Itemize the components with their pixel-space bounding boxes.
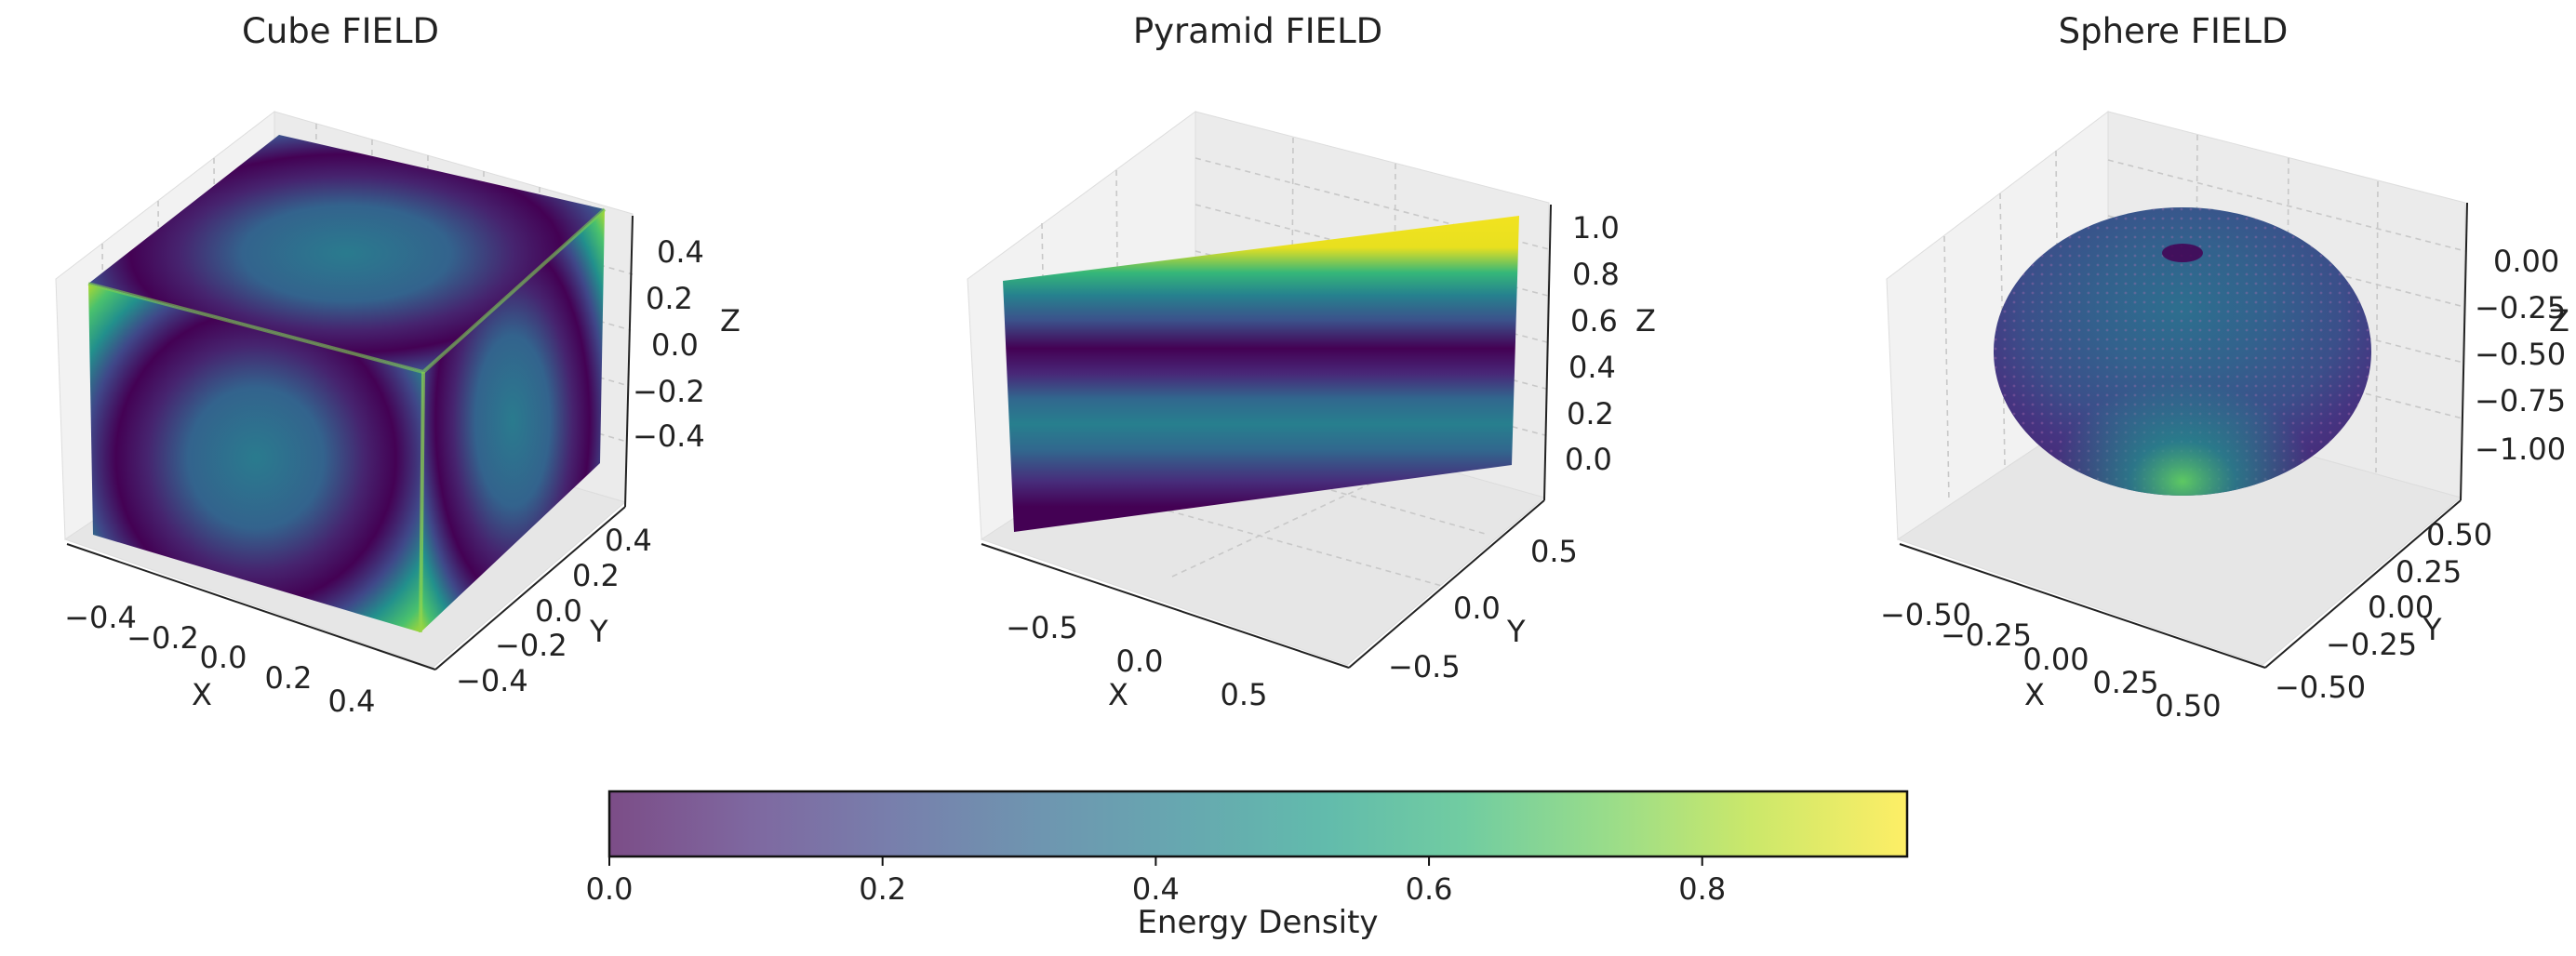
- pyramid-ytick: 0.0: [1453, 591, 1501, 626]
- pyramid-ytick: −0.5: [1388, 649, 1461, 684]
- sphere-ytick: −0.50: [2275, 670, 2366, 705]
- sphere-ztick: −1.00: [2475, 432, 2566, 467]
- sphere-xlabel: X: [2024, 677, 2045, 712]
- pyramid-ytick: 0.5: [1530, 534, 1578, 569]
- cube-front-face: [88, 284, 423, 632]
- pyramid-ztick: 0.6: [1570, 303, 1618, 339]
- cube-title: Cube FIELD: [242, 11, 439, 51]
- sphere-ztick: −0.75: [2475, 383, 2566, 418]
- pyramid-xtick: 0.5: [1221, 677, 1268, 712]
- pyramid-xtick: −0.5: [1006, 610, 1078, 645]
- cube-ytick: −0.4: [456, 663, 528, 698]
- cube-ztick: 0.0: [651, 327, 699, 363]
- colorbar-tick-label: 0.6: [1406, 871, 1453, 907]
- cube-zlabel: Z: [720, 303, 741, 339]
- pyramid-y-ticks: −0.5 0.0 0.5: [1388, 534, 1578, 684]
- pyramid-zlabel: Z: [1635, 303, 1656, 339]
- pyramid-ztick: 0.8: [1572, 257, 1620, 292]
- cube-xlabel: X: [192, 677, 212, 712]
- pyramid-field-plane: [1003, 216, 1519, 532]
- pyramid-x-ticks: −0.5 0.0 0.5: [1006, 610, 1267, 712]
- pyramid-ztick: 0.4: [1568, 350, 1616, 385]
- cube-xtick: −0.2: [127, 620, 199, 656]
- pyramid-title: Pyramid FIELD: [1133, 11, 1382, 51]
- sphere-ytick: 0.50: [2426, 517, 2492, 552]
- cube-ztick: −0.4: [633, 418, 705, 454]
- sphere-title: Sphere FIELD: [2059, 11, 2289, 51]
- cube-y-ticks: −0.4 −0.2 0.0 0.2 0.4: [456, 523, 652, 698]
- sphere-ylabel: Y: [2423, 612, 2442, 647]
- pyramid-xtick: 0.0: [1116, 644, 1164, 679]
- cube-top-face: [88, 135, 605, 372]
- sphere-pole: [2162, 244, 2203, 262]
- pyramid-ylabel: Y: [1506, 614, 1526, 649]
- cube-ytick: 0.4: [605, 523, 652, 558]
- colorbar: 0.0 0.2 0.4 0.6 0.8 Energy Density: [586, 790, 1909, 941]
- cube-ylabel: Y: [589, 614, 608, 649]
- sphere-y-ticks: 0.50 0.25 0.00 −0.25 −0.50: [2275, 517, 2492, 705]
- cube-panel: Cube FIELD −0.4: [55, 11, 741, 719]
- colorbar-tick-label: 0.4: [1132, 871, 1180, 907]
- sphere-z-ticks: 0.00 −0.25 −0.50 −0.75 −1.00: [2475, 244, 2566, 467]
- cube-ztick: 0.4: [657, 234, 704, 270]
- sphere-ztick: −0.25: [2475, 290, 2566, 325]
- pyramid-ztick: 0.0: [1565, 442, 1612, 477]
- sphere-xtick: −0.25: [1941, 617, 2032, 653]
- colorbar-label: Energy Density: [1137, 904, 1378, 941]
- cube-ytick: 0.0: [535, 593, 582, 629]
- sphere-xtick: 0.25: [2092, 665, 2158, 700]
- sphere-panel: Sphere FIELD −0.50 −0.25 0.00 0.25: [1880, 11, 2569, 724]
- cube-right-face: [420, 209, 605, 632]
- sphere-ztick: 0.00: [2493, 244, 2559, 279]
- sphere-x-ticks: −0.50 −0.25 0.00 0.25 0.50: [1880, 597, 2222, 724]
- cube-ytick: −0.2: [495, 628, 567, 663]
- pyramid-panel: Pyramid FIELD −0.5 0.0 0.5: [967, 11, 1656, 712]
- sphere-xtick: 0.00: [2022, 642, 2089, 677]
- cube-x-ticks: −0.4 −0.2 0.0 0.2 0.4: [64, 600, 375, 719]
- sphere-xtick: 0.50: [2155, 688, 2221, 724]
- pyramid-ztick: 0.2: [1567, 396, 1614, 432]
- pyramid-xlabel: X: [1108, 677, 1128, 712]
- colorbar-tick-label: 0.2: [859, 871, 906, 907]
- sphere-xtick: −0.50: [1880, 597, 1971, 632]
- sphere-ytick: −0.25: [2326, 627, 2417, 662]
- cube-ytick: 0.2: [572, 558, 620, 593]
- cube-xtick: 0.4: [328, 684, 376, 719]
- pyramid-z-ticks: 1.0 0.8 0.6 0.4 0.2 0.0: [1565, 210, 1620, 477]
- colorbar-gradient: [609, 791, 1907, 856]
- pyramid-ztick: 1.0: [1572, 210, 1620, 246]
- sphere-ytick: 0.25: [2396, 554, 2462, 590]
- sphere-ztick: −0.50: [2475, 337, 2566, 372]
- cube-xtick: −0.4: [64, 600, 137, 635]
- sphere-zlabel: Z: [2549, 303, 2569, 339]
- colorbar-tick-label: 0.8: [1678, 871, 1726, 907]
- cube-ztick: 0.2: [646, 281, 693, 316]
- colorbar-frame: [607, 790, 1909, 858]
- cube-xtick: 0.0: [200, 640, 247, 675]
- colorbar-tick-label: 0.0: [586, 871, 634, 907]
- sphere-ytick: 0.00: [2368, 590, 2434, 625]
- cube-ztick: −0.2: [633, 374, 705, 409]
- colorbar-ticks: 0.0 0.2 0.4 0.6 0.8: [586, 856, 1726, 907]
- cube-z-ticks: 0.4 0.2 0.0 −0.2 −0.4: [633, 234, 705, 454]
- cube-xtick: 0.2: [265, 660, 313, 696]
